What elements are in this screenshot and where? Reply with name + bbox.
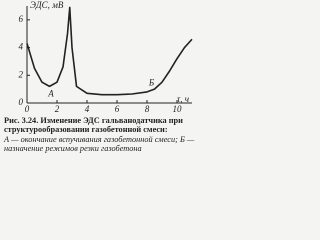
- y-tick-label: 2: [19, 69, 24, 79]
- x-axis-title: τ, ч: [177, 94, 189, 104]
- y-tick-label: 0: [19, 97, 24, 107]
- line: [26, 6, 193, 96]
- annotation: А: [47, 89, 54, 99]
- page: ЭДС, мВ τ, ч 0 2 4 6 0 2 4 6 8 10 А Б Рис. 3.24. Из…: [0, 0, 200, 180]
- caption-title: Рис. 3.24. Изменение ЭДС гальванодатчика…: [4, 116, 183, 135]
- x-tick-label: 2: [55, 104, 60, 114]
- chart: ЭДС, мВ τ, ч 0 2 4 6 0 2 4 6 8 10 А Б: [19, 0, 193, 114]
- caption: Рис. 3.24. Изменение ЭДС гальванодатчика…: [4, 116, 196, 153]
- annotation: Б: [148, 78, 155, 88]
- caption-legend: А — окончание вспучивания газобетонной с…: [4, 134, 195, 153]
- x-tick-label: 4: [85, 104, 90, 114]
- x-tick-label: 10: [173, 104, 183, 114]
- y-tick-label: 4: [19, 42, 24, 52]
- x-tick-label: 0: [25, 104, 30, 114]
- x-tick-label: 6: [115, 104, 120, 114]
- y-tick-label: 6: [19, 14, 24, 24]
- x-tick-label: 8: [145, 104, 150, 114]
- y-axis-title: ЭДС, мВ: [30, 0, 64, 10]
